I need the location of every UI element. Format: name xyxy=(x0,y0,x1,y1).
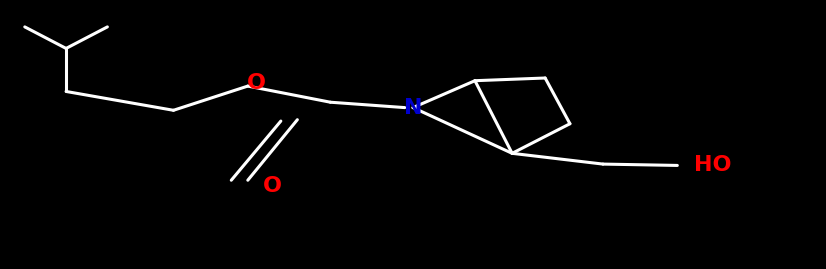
Text: O: O xyxy=(263,176,282,196)
Text: O: O xyxy=(246,73,266,93)
Text: N: N xyxy=(404,98,422,118)
Text: HO: HO xyxy=(694,155,731,175)
